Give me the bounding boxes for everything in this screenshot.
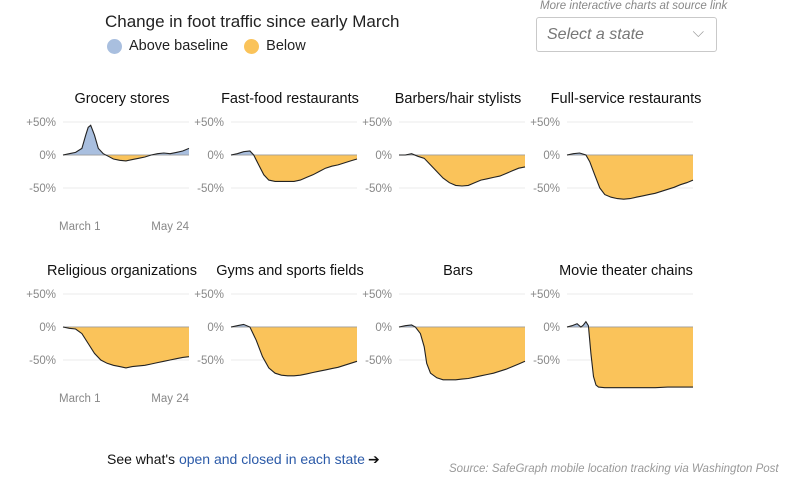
panel-grocery-stores: Grocery stores +50% 0% -50% March 1 May 24 [26, 91, 189, 233]
y-tick-label: -50% [365, 355, 392, 367]
series-line [399, 153, 526, 187]
panel-barbers-hair-stylists: Barbers/hair stylists+50% 0% -50% [362, 91, 526, 195]
panel-title: Full-service restaurants [551, 91, 702, 107]
y-tick-label: -50% [29, 183, 56, 195]
open-closed-link[interactable]: open and closed in each state [178, 451, 365, 467]
panel-movie-theater-chains: Movie theater chains +50% 0% -50% [530, 263, 693, 389]
panel-title: Movie theater chains [559, 263, 693, 279]
panel-bars: Bars +50% 0% -50% [362, 263, 526, 381]
panel-full-service-restaurants: Full-service restaurants +50% 0% -50% [530, 91, 702, 200]
y-tick-label: -50% [29, 355, 56, 367]
panel-title: Grocery stores [74, 91, 169, 107]
y-tick-label: 0% [543, 150, 560, 162]
area-below-baseline [231, 155, 357, 182]
y-tick-label: 0% [207, 150, 224, 162]
source-note: Source: SafeGraph mobile location tracki… [449, 463, 779, 475]
x-tick-label: May 24 [151, 221, 189, 233]
legend-label-below: Below [266, 38, 306, 54]
chevron-down-icon: ⌵ [692, 24, 704, 41]
above-swatch [107, 38, 122, 54]
series-line [230, 150, 358, 182]
legend-item-below: Below [244, 38, 306, 54]
series-line [566, 320, 693, 389]
y-tick-label: -50% [197, 183, 224, 195]
area-below-baseline [63, 327, 189, 368]
y-tick-label: 0% [543, 322, 560, 334]
y-tick-label: +50% [362, 289, 392, 301]
series-line [398, 324, 526, 381]
footer-prefix: See what's [107, 451, 179, 467]
area-above-baseline [63, 125, 189, 155]
y-tick-label: 0% [39, 150, 56, 162]
y-tick-label: 0% [39, 322, 56, 334]
panel-title: Religious organizations [47, 263, 197, 279]
area-below-baseline [63, 155, 189, 161]
area-below-baseline [567, 155, 693, 200]
y-tick-label: -50% [533, 355, 560, 367]
y-tick-label: +50% [26, 289, 56, 301]
panel-gyms-and-sports-fields: Gyms and sports fields +50% 0% -50% [194, 263, 364, 377]
y-tick-label: 0% [375, 150, 392, 162]
y-tick-label: +50% [194, 117, 224, 129]
panel-title: Gyms and sports fields [216, 263, 363, 279]
panel-title: Barbers/hair stylists [395, 91, 522, 107]
below-swatch [244, 38, 260, 54]
y-tick-label: +50% [194, 289, 224, 301]
x-tick-label: May 24 [151, 393, 189, 405]
area-below-baseline [399, 327, 525, 380]
panel-title: Bars [443, 263, 473, 279]
panel-religious-organizations: Religious organizations +50% 0% -50% March 1… [26, 263, 197, 405]
y-tick-label: 0% [375, 322, 392, 334]
series-line [62, 124, 190, 162]
more-charts-note: More interactive charts at source link [540, 0, 728, 12]
state-select[interactable]: Select a state ⌵ [536, 17, 717, 52]
y-tick-label: -50% [365, 183, 392, 195]
footer-link-line: See what's open and closed in each state… [107, 451, 380, 468]
y-tick-label: +50% [530, 289, 560, 301]
area-below-baseline [231, 327, 357, 376]
x-tick-label: March 1 [59, 393, 101, 405]
area-below-baseline [399, 155, 525, 186]
panel-title: Fast-food restaurants [221, 91, 359, 107]
legend-label-above: Above baseline [129, 38, 229, 54]
state-select-placeholder: Select a state [547, 25, 644, 43]
legend: Above baseline Below [107, 38, 322, 54]
area-below-baseline [567, 327, 693, 388]
series-line [566, 152, 694, 200]
x-tick-label: March 1 [59, 221, 101, 233]
legend-item-above: Above baseline [107, 38, 228, 54]
y-tick-label: -50% [197, 355, 224, 367]
series-line [62, 326, 190, 369]
chart-title-main: Change in foot traffic since early March [105, 12, 400, 31]
y-tick-label: +50% [362, 117, 392, 129]
series-line [230, 323, 358, 377]
y-tick-label: -50% [533, 183, 560, 195]
y-tick-label: +50% [26, 117, 56, 129]
y-tick-label: 0% [207, 322, 224, 334]
arrow-right-icon: ➔ [367, 451, 380, 467]
y-tick-label: +50% [530, 117, 560, 129]
panel-fast-food-restaurants: Fast-food restaurants +50% 0% -50% [194, 91, 359, 195]
